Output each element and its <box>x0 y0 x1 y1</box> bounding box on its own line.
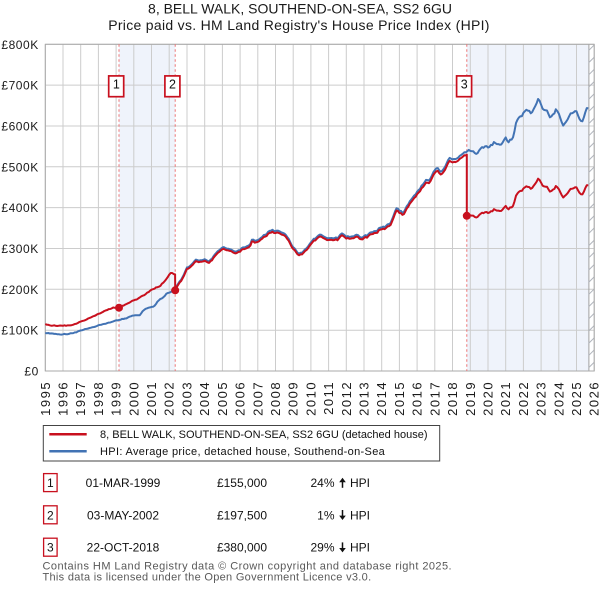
svg-text:2018: 2018 <box>445 381 460 416</box>
svg-text:2014: 2014 <box>374 381 389 416</box>
svg-text:01-MAR-1999: 01-MAR-1999 <box>86 476 161 490</box>
svg-text:HPI: HPI <box>350 541 370 555</box>
svg-text:£380,000: £380,000 <box>217 541 267 555</box>
svg-text:1: 1 <box>47 476 54 490</box>
svg-text:8, BELL WALK, SOUTHEND-ON-SEA,: 8, BELL WALK, SOUTHEND-ON-SEA, SS2 6GU (… <box>100 429 427 441</box>
svg-text:£155,000: £155,000 <box>217 476 267 490</box>
svg-text:22-OCT-2018: 22-OCT-2018 <box>87 541 160 555</box>
svg-text:Price paid vs. HM Land Registr: Price paid vs. HM Land Registry's House … <box>108 17 490 33</box>
svg-text:£0: £0 <box>24 365 38 379</box>
svg-text:£800K: £800K <box>1 38 38 52</box>
svg-text:2019: 2019 <box>463 381 478 416</box>
svg-text:1: 1 <box>113 78 120 92</box>
svg-text:£400K: £400K <box>1 201 38 215</box>
svg-text:2004: 2004 <box>197 381 212 416</box>
svg-text:2010: 2010 <box>303 381 318 416</box>
svg-text:2009: 2009 <box>286 381 301 416</box>
svg-text:1995: 1995 <box>38 381 53 416</box>
svg-text:2020: 2020 <box>481 381 496 416</box>
svg-text:£600K: £600K <box>1 120 38 134</box>
svg-text:£700K: £700K <box>1 79 38 93</box>
svg-text:£500K: £500K <box>1 160 38 174</box>
svg-text:3: 3 <box>47 541 54 555</box>
svg-text:2005: 2005 <box>215 381 230 416</box>
svg-text:8, BELL WALK, SOUTHEND-ON-SEA,: 8, BELL WALK, SOUTHEND-ON-SEA, SS2 6GU <box>148 1 452 17</box>
svg-text:2023: 2023 <box>534 381 549 416</box>
svg-text:2015: 2015 <box>392 381 407 416</box>
svg-text:£200K: £200K <box>1 283 38 297</box>
svg-text:24%: 24% <box>310 476 334 490</box>
svg-text:2017: 2017 <box>427 381 442 416</box>
svg-text:2003: 2003 <box>180 381 195 416</box>
svg-text:1997: 1997 <box>73 381 88 416</box>
svg-text:2: 2 <box>47 508 54 522</box>
svg-text:2021: 2021 <box>498 381 513 416</box>
svg-text:2016: 2016 <box>410 381 425 416</box>
svg-text:2001: 2001 <box>144 381 159 416</box>
svg-text:£197,500: £197,500 <box>217 508 267 522</box>
svg-text:2024: 2024 <box>551 381 566 416</box>
svg-text:1996: 1996 <box>56 381 71 416</box>
svg-text:2000: 2000 <box>126 381 141 416</box>
svg-text:1%: 1% <box>317 508 335 522</box>
svg-text:HPI: Average price, detached h: HPI: Average price, detached house, Sout… <box>100 446 386 458</box>
svg-text:2: 2 <box>169 78 176 92</box>
svg-text:29%: 29% <box>310 541 334 555</box>
svg-text:Contains HM Land Registry data: Contains HM Land Registry data © Crown c… <box>43 560 453 572</box>
svg-text:This data is licensed under th: This data is licensed under the Open Gov… <box>43 572 372 584</box>
svg-text:2007: 2007 <box>250 381 265 416</box>
svg-text:3: 3 <box>461 78 468 92</box>
svg-text:2013: 2013 <box>357 381 372 416</box>
svg-text:2012: 2012 <box>339 381 354 416</box>
svg-text:1999: 1999 <box>109 381 124 416</box>
svg-text:2025: 2025 <box>569 381 584 416</box>
svg-text:1998: 1998 <box>91 381 106 416</box>
svg-text:2026: 2026 <box>587 381 600 416</box>
svg-text:03-MAY-2002: 03-MAY-2002 <box>87 508 159 522</box>
svg-text:2002: 2002 <box>162 381 177 416</box>
svg-text:HPI: HPI <box>350 508 370 522</box>
svg-text:2011: 2011 <box>321 381 336 415</box>
svg-text:2008: 2008 <box>268 381 283 416</box>
svg-text:£100K: £100K <box>1 324 38 338</box>
svg-text:2022: 2022 <box>516 381 531 416</box>
svg-text:£300K: £300K <box>1 242 38 256</box>
svg-text:HPI: HPI <box>350 476 370 490</box>
svg-text:2006: 2006 <box>233 381 248 416</box>
